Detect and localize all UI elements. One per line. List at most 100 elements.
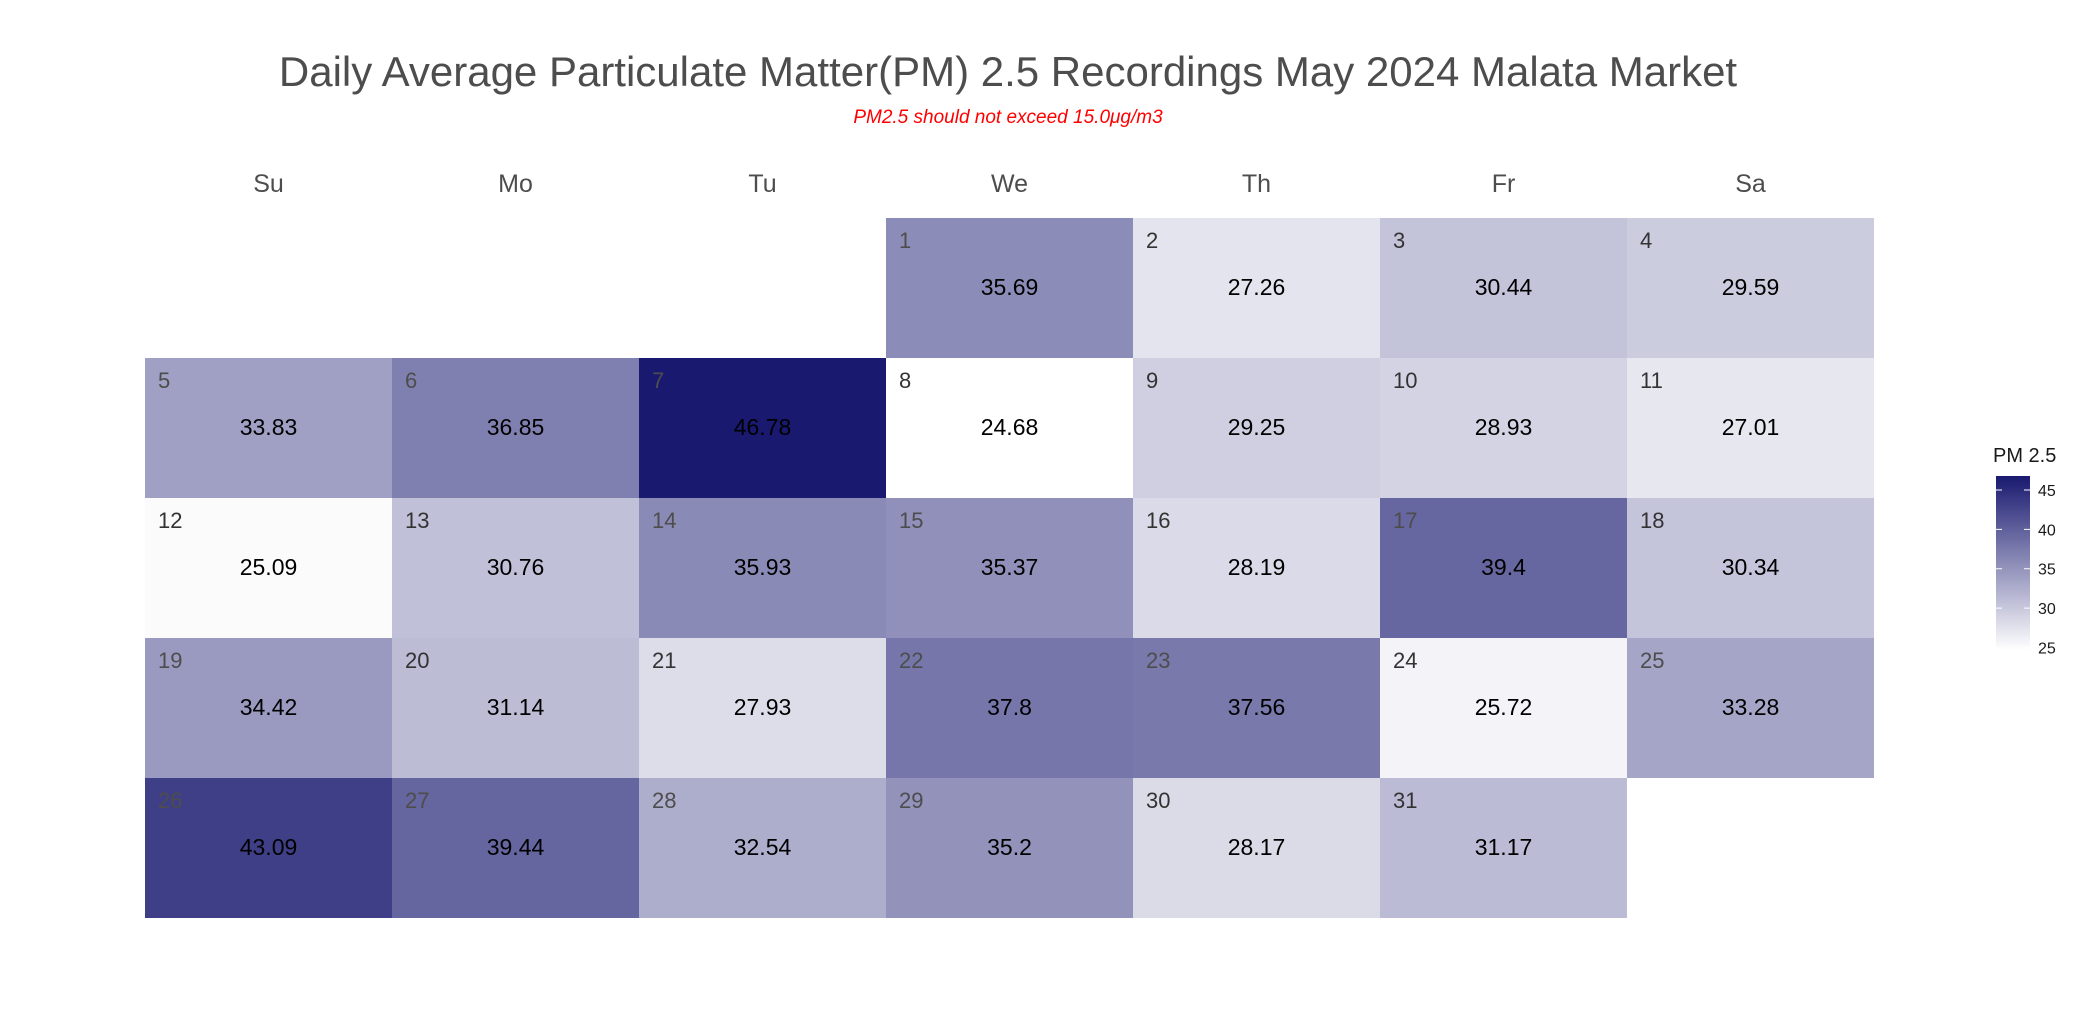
legend-title: PM 2.5: [1993, 445, 2056, 467]
legend-tick-label: 30: [2038, 601, 2056, 618]
cell-color-tile: [1627, 638, 1874, 778]
day-number-label: 16: [1146, 508, 1170, 533]
calendar-cell: 19 34.42: [145, 638, 392, 778]
cell-color-tile: [886, 218, 1133, 358]
value-label: 43.09: [240, 834, 298, 860]
day-number-label: 2: [1146, 228, 1158, 253]
cell-color-tile: [1133, 638, 1380, 778]
value-label: 28.93: [1475, 414, 1533, 440]
cell-color-tile: [145, 498, 392, 638]
cell-color-tile: [1627, 358, 1874, 498]
value-label: 33.28: [1722, 694, 1780, 720]
calendar-cell: 18 30.34: [1627, 498, 1874, 638]
cell-color-tile: [1380, 638, 1627, 778]
value-label: 35.2: [987, 834, 1032, 860]
chart-title: Daily Average Particulate Matter(PM) 2.5…: [279, 48, 1738, 95]
legend-tick-label: 45: [2038, 483, 2056, 500]
calendar-cell: 20 31.14: [392, 638, 639, 778]
value-label: 31.14: [487, 694, 545, 720]
day-number-label: 29: [899, 788, 923, 813]
value-label: 28.19: [1228, 554, 1286, 580]
weekday-label: Mo: [498, 170, 533, 198]
value-label: 30.34: [1722, 554, 1780, 580]
value-label: 31.17: [1475, 834, 1533, 860]
day-number-label: 20: [405, 648, 429, 673]
value-label: 25.09: [240, 554, 298, 580]
cell-color-tile: [392, 358, 639, 498]
weekday-label: Tu: [748, 170, 776, 198]
weekday-label: Sa: [1735, 170, 1766, 198]
cell-color-tile: [1380, 498, 1627, 638]
value-label: 33.83: [240, 414, 298, 440]
day-number-label: 22: [899, 648, 923, 673]
cell-color-tile: [639, 638, 886, 778]
day-number-label: 5: [158, 368, 170, 393]
calendar-cell: 31 31.17: [1380, 778, 1627, 918]
value-label: 36.85: [487, 414, 545, 440]
value-label: 25.72: [1475, 694, 1533, 720]
day-number-label: 1: [899, 228, 911, 253]
calendar-cell: 28 32.54: [639, 778, 886, 918]
day-number-label: 24: [1393, 648, 1417, 673]
weekday-label: Fr: [1492, 170, 1516, 198]
day-number-label: 26: [158, 788, 182, 813]
legend-tick-label: 35: [2038, 562, 2056, 579]
calendar-cell: 17 39.4: [1380, 498, 1627, 638]
color-legend: PM 2.5 45 40 35 30 25: [1993, 445, 2056, 657]
value-label: 27.93: [734, 694, 792, 720]
value-label: 28.17: [1228, 834, 1286, 860]
weekday-label: We: [991, 170, 1028, 198]
day-number-label: 25: [1640, 648, 1664, 673]
weekday-label: Th: [1242, 170, 1271, 198]
cell-color-tile: [392, 498, 639, 638]
cell-color-tile: [1627, 498, 1874, 638]
weekday-label: Su: [253, 170, 284, 198]
calendar-cell: 13 30.76: [392, 498, 639, 638]
day-number-label: 30: [1146, 788, 1170, 813]
day-number-label: 17: [1393, 508, 1417, 533]
calendar-cell: 227.26: [1133, 218, 1380, 358]
day-number-label: 4: [1640, 228, 1652, 253]
calendar-cell: 14 35.93: [639, 498, 886, 638]
value-label: 34.42: [240, 694, 298, 720]
cell-color-tile: [886, 638, 1133, 778]
cell-color-tile: [1133, 358, 1380, 498]
value-label: 39.4: [1481, 554, 1526, 580]
cell-color-tile: [392, 778, 639, 918]
day-number-label: 28: [652, 788, 676, 813]
day-number-label: 12: [158, 508, 182, 533]
value-label: 29.59: [1722, 274, 1780, 300]
chart-subtitle: PM2.5 should not exceed 15.0μg/m3: [853, 107, 1163, 128]
day-number-label: 27: [405, 788, 429, 813]
cell-color-tile: [145, 778, 392, 918]
day-number-label: 9: [1146, 368, 1158, 393]
cell-color-tile: [886, 358, 1133, 498]
cell-color-tile: [145, 358, 392, 498]
calendar-cell: 21 27.93: [639, 638, 886, 778]
value-label: 39.44: [487, 834, 545, 860]
cell-color-tile: [1380, 358, 1627, 498]
day-number-label: 19: [158, 648, 182, 673]
day-number-label: 18: [1640, 508, 1664, 533]
cell-color-tile: [1380, 218, 1627, 358]
cell-color-tile: [1133, 778, 1380, 918]
calendar-cell: 16 28.19: [1133, 498, 1380, 638]
calendar-grid: 135.69227.26330.44429.59533.83636.85746.…: [145, 218, 1874, 918]
calendar-cell: 10 28.93: [1380, 358, 1627, 498]
value-label: 29.25: [1228, 414, 1286, 440]
calendar-cell: 929.25: [1133, 358, 1380, 498]
value-label: 35.69: [981, 274, 1039, 300]
calendar-cell: 330.44: [1380, 218, 1627, 358]
value-label: 27.01: [1722, 414, 1780, 440]
day-number-label: 7: [652, 368, 664, 393]
cell-color-tile: [392, 638, 639, 778]
calendar-cell: 26 43.09: [145, 778, 392, 918]
legend-tick-label: 25: [2038, 640, 2056, 657]
day-number-label: 10: [1393, 368, 1417, 393]
calendar-cell: 15 35.37: [886, 498, 1133, 638]
day-number-label: 14: [652, 508, 676, 533]
value-label: 27.26: [1228, 274, 1286, 300]
day-number-label: 13: [405, 508, 429, 533]
calendar-cell: 29 35.2: [886, 778, 1133, 918]
